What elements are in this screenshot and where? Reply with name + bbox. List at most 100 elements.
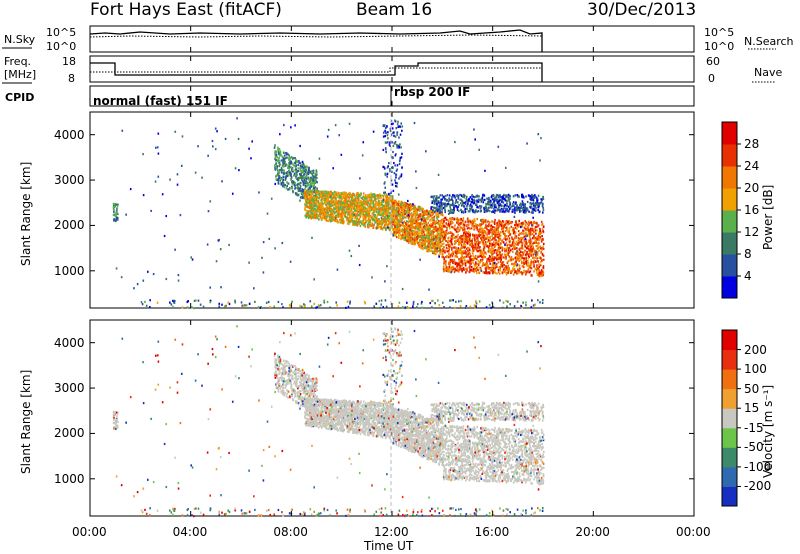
- echo-cell: [503, 266, 506, 269]
- echo-cell: [530, 251, 532, 254]
- echo-cell: [444, 250, 447, 253]
- echo-cell: [517, 242, 519, 245]
- echo-cell: [336, 201, 339, 205]
- echo-cell: [279, 150, 282, 153]
- echo-cell: [411, 222, 414, 225]
- echo-cell: [387, 207, 390, 210]
- echo-cell: [460, 244, 463, 247]
- echo-cell: [374, 219, 377, 222]
- echo-cell: [457, 226, 459, 229]
- echo-cell: [361, 208, 363, 211]
- echo-cell: [402, 209, 404, 212]
- echo-cell: [280, 182, 283, 185]
- echo-cell: [348, 207, 350, 211]
- echo-cell: [485, 232, 487, 235]
- echo-cell: [355, 220, 358, 224]
- echo-cell: [516, 258, 518, 262]
- echo-cell: [356, 223, 359, 226]
- echo-cell: [304, 196, 307, 199]
- echo-cell: [514, 247, 516, 251]
- echo-cell: [278, 153, 281, 156]
- echo-cell: [282, 156, 285, 159]
- echo-cell: [490, 251, 493, 255]
- echo-cell: [301, 190, 304, 193]
- echo-cell: [493, 249, 495, 252]
- echo-cell: [412, 226, 415, 229]
- echo-cell: [394, 201, 396, 204]
- echo-cell: [462, 227, 464, 230]
- echo-cell: [529, 270, 532, 273]
- echo-cell: [437, 228, 439, 231]
- echo-cell: [474, 227, 476, 230]
- echo-cell: [314, 197, 317, 200]
- echo-cell: [419, 217, 422, 221]
- echo-cell: [416, 239, 419, 242]
- echo-cell: [528, 252, 531, 255]
- echo-cell: [360, 214, 362, 217]
- echo-cell: [281, 168, 284, 172]
- echo-cell: [301, 196, 304, 200]
- echo-cell: [474, 254, 477, 257]
- echo-cell: [315, 209, 317, 212]
- echo-cell: [485, 269, 487, 272]
- echo-cell: [421, 223, 424, 226]
- echo-cell: [282, 159, 285, 162]
- echo-cell: [411, 216, 414, 219]
- echo-cell: [469, 243, 472, 247]
- echo-cell: [351, 204, 353, 207]
- echo-cell: [305, 185, 307, 188]
- echo-cell: [430, 231, 433, 234]
- echo-cell: [309, 170, 312, 173]
- echo-cell: [364, 214, 366, 217]
- echo-cell: [331, 201, 333, 204]
- echo-cell: [311, 192, 314, 195]
- echo-cell: [423, 226, 425, 229]
- echo-cell: [386, 209, 389, 212]
- echo-cell: [462, 219, 464, 222]
- echo-cell: [300, 171, 303, 174]
- echo-cell: [372, 195, 374, 198]
- echo-cell: [425, 213, 427, 216]
- echo-cell: [485, 244, 488, 247]
- echo-cell: [434, 250, 437, 253]
- echo-cell: [376, 202, 379, 205]
- echo-cell: [352, 211, 355, 214]
- echo-cell: [491, 226, 494, 229]
- echo-cell: [339, 200, 342, 203]
- echo-cell: [529, 236, 531, 239]
- echo-cell: [455, 237, 457, 240]
- echo-cell: [400, 213, 403, 216]
- echo-cell: [441, 227, 444, 230]
- echo-cell: [285, 153, 288, 156]
- echo-cell: [403, 201, 406, 205]
- echo-cell: [414, 237, 417, 240]
- echo-cell: [470, 244, 472, 247]
- echo-cell: [306, 190, 308, 193]
- echo-cell: [349, 191, 351, 195]
- echo-cell: [431, 211, 433, 214]
- echo-cell: [449, 217, 451, 220]
- echo-cell: [450, 266, 452, 269]
- echo-cell: [539, 256, 542, 260]
- echo-cell: [386, 218, 388, 221]
- echo-cell: [496, 272, 498, 275]
- echo-cell: [359, 210, 361, 213]
- echo-cell: [387, 213, 389, 216]
- echo-cell: [374, 216, 377, 219]
- echo-cell: [340, 217, 343, 220]
- echo-cell: [316, 206, 319, 209]
- echo-cell: [455, 249, 457, 252]
- echo-cell: [530, 254, 532, 257]
- echo-cell: [323, 217, 326, 220]
- echo-cell: [401, 233, 404, 236]
- echo-cell: [283, 162, 286, 165]
- echo-cell: [501, 265, 504, 268]
- echo-cell: [491, 231, 493, 234]
- echo-cell: [340, 196, 342, 199]
- echo-cell: [521, 251, 524, 254]
- echo-cell: [496, 234, 498, 238]
- echo-cell: [492, 249, 494, 252]
- echo-cell: [435, 220, 437, 223]
- echo-cell: [376, 203, 378, 207]
- echo-cell: [474, 240, 477, 243]
